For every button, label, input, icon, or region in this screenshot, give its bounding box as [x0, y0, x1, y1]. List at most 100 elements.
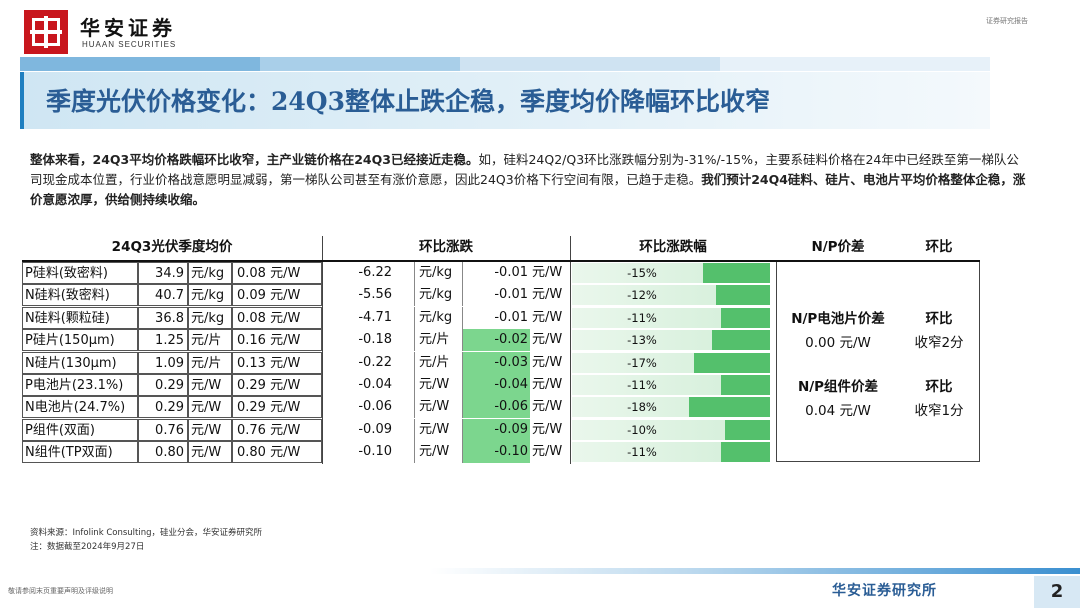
row-change: -5.56 — [358, 287, 392, 303]
np-block-right-border — [979, 262, 980, 462]
row-usd-change-unit: 元/W — [532, 287, 563, 303]
np-module-qoq: 收窄1分 — [914, 403, 964, 419]
row-change-unit: 元/W — [414, 374, 464, 396]
row-price: 0.76 — [138, 418, 188, 441]
row-price: 1.25 — [138, 329, 188, 352]
row-usd-price: 0.09 元/W — [232, 284, 322, 307]
row-change-unit: 元/W — [414, 441, 464, 464]
row-name: N电池片(24.7%) — [22, 396, 138, 419]
row-usd-change-value: -0.01 — [462, 284, 530, 307]
row-usd-change-value: -0.10 — [462, 441, 530, 464]
row-usd-price: 0.29 元/W — [232, 396, 322, 419]
header-band-2 — [260, 57, 460, 71]
row-usd-price: 0.08 元/W — [232, 306, 322, 329]
footer-disclaimer: 敬请参阅末页重要声明及评级说明 — [8, 587, 113, 595]
source-note: 资料来源：Infolink Consulting，硅业分会，华安证券研究所 注：… — [30, 526, 262, 554]
row-price: 0.80 — [138, 441, 188, 464]
row-price: 0.29 — [138, 374, 188, 396]
row-usd-change-unit: 元/W — [532, 354, 563, 370]
row-usd-change-unit: 元/W — [532, 399, 563, 415]
page-title: 季度光伏价格变化：24Q3整体止跌企稳，季度均价降幅环比收窄 — [46, 87, 770, 116]
row-unit: 元/片 — [188, 329, 232, 352]
row-price: 40.7 — [138, 284, 188, 307]
row-name: N硅料(颗粒硅) — [22, 306, 138, 329]
header-band-3 — [460, 57, 720, 71]
row-change-unit: 元/W — [414, 396, 464, 419]
header-band-1 — [20, 57, 260, 71]
row-unit: 元/kg — [188, 262, 232, 284]
row-change: -0.22 — [358, 354, 392, 370]
header-rule — [22, 260, 980, 262]
summary-text: 如，硅料24Q2/Q3环比涨跌幅分别为-31%/-15%，主要系硅料价格在24年… — [30, 152, 1019, 187]
row-unit: 元/kg — [188, 284, 232, 307]
pct-bar — [716, 285, 770, 306]
np-module-value: 0.04 元/W — [805, 403, 871, 419]
pct-bar — [693, 352, 770, 373]
header-divider — [322, 236, 323, 260]
pct-bar-track — [572, 307, 727, 328]
pct-bar — [720, 375, 770, 395]
row-change: -0.09 — [358, 421, 392, 437]
np-module-qoq-label: 环比 — [925, 379, 953, 395]
row-usd-price: 0.13 元/W — [232, 351, 322, 374]
summary-bold-1: 整体来看，24Q3平均价格跌幅环比收窄，主产业链价格在24Q3已经接近走稳。 — [30, 152, 479, 167]
row-change: -6.22 — [358, 265, 392, 280]
footer-brand: 华安证券研究所 — [832, 583, 937, 599]
row-usd-price: 0.08 元/W — [232, 262, 322, 284]
row-price: 1.09 — [138, 351, 188, 374]
pct-bar — [725, 419, 770, 440]
row-usd-change-value: -0.04 — [462, 374, 530, 396]
row-price: 0.29 — [138, 396, 188, 419]
brand-name-en: HUAAN SECURITIES — [82, 40, 177, 49]
source-line: 资料来源：Infolink Consulting，硅业分会，华安证券研究所 — [30, 528, 263, 538]
row-name: P硅片(150μm) — [22, 329, 138, 352]
np-block-bottom-border — [776, 461, 980, 462]
np-cell-label: N/P电池片价差 — [791, 311, 885, 327]
row-change-unit: 元/kg — [414, 262, 464, 284]
row-pct-label: -11% — [627, 445, 657, 460]
row-unit: 元/W — [188, 374, 232, 396]
price-table: 24Q3光伏季度均价 环比涨跌 环比涨跌幅 N/P价差 环比 P硅料(致密料) 3… — [22, 234, 980, 464]
header-divider — [570, 236, 571, 260]
summary-paragraph: 整体来看，24Q3平均价格跌幅环比收窄，主产业链价格在24Q3已经接近走稳。如，… — [30, 150, 1030, 210]
row-price: 34.9 — [138, 262, 188, 284]
row-name: P硅料(致密料) — [22, 262, 138, 284]
report-tag: 证券研究报告 — [986, 17, 1028, 25]
np-cell-value: 0.00 元/W — [805, 335, 871, 351]
header-qoq: 环比涨跌 — [419, 239, 473, 255]
pct-bar-track — [572, 375, 727, 395]
row-usd-change-value: -0.01 — [462, 306, 530, 329]
row-change: -0.06 — [358, 399, 392, 415]
row-pct-label: -11% — [627, 310, 657, 325]
column-divider — [570, 262, 571, 464]
row-unit: 元/W — [188, 418, 232, 441]
row-pct-label: -13% — [627, 333, 657, 348]
row-usd-price: 0.80 元/W — [232, 441, 322, 464]
page-number: 2 — [1034, 576, 1080, 608]
column-divider — [322, 262, 323, 464]
header-avg-price: 24Q3光伏季度均价 — [111, 239, 233, 255]
row-usd-price: 0.29 元/W — [232, 374, 322, 396]
row-change: -0.04 — [358, 377, 392, 392]
row-usd-price: 0.76 元/W — [232, 418, 322, 441]
brand-name-cn: 华安证券 — [80, 16, 176, 40]
row-change: -0.18 — [358, 332, 392, 348]
row-name: P组件(双面) — [22, 418, 138, 441]
row-change-unit: 元/片 — [414, 329, 464, 352]
row-change: -4.71 — [358, 309, 392, 325]
row-change-unit: 元/kg — [414, 284, 464, 307]
pct-bar-track — [572, 285, 727, 306]
np-cell-qoq-label: 环比 — [925, 311, 953, 327]
pct-bar-track — [572, 352, 727, 373]
pct-bar — [711, 330, 770, 351]
row-usd-change-unit: 元/W — [532, 332, 563, 348]
pct-bar-track — [572, 263, 727, 283]
header-qoq-pct: 环比涨跌幅 — [639, 239, 707, 255]
row-unit: 元/片 — [188, 351, 232, 374]
row-pct-label: -18% — [627, 400, 657, 415]
header-qoq-short: 环比 — [925, 239, 953, 255]
header-band-4 — [720, 57, 990, 71]
row-pct-label: -17% — [627, 355, 657, 370]
np-cell-qoq: 收窄2分 — [914, 335, 964, 351]
summary-bold-2: 我们预计24Q4硅料、硅片、电池片平均价格整体企稳，涨价意愿浓厚，供给侧持续收缩… — [30, 172, 1026, 207]
